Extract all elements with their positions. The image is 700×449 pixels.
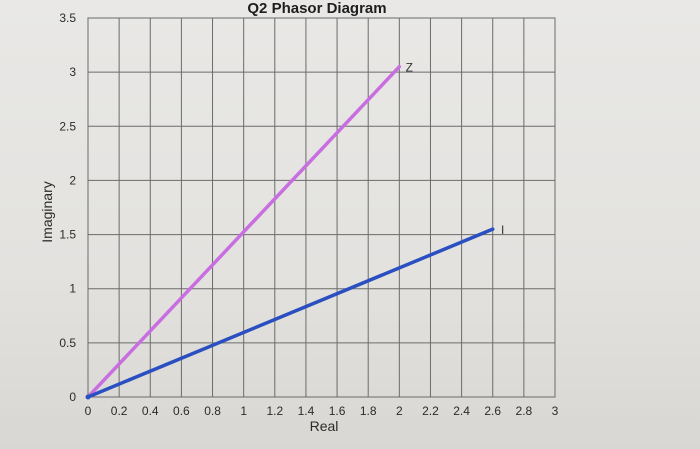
x-tick-label: 0.6 xyxy=(173,404,190,418)
x-tick-label: 0.8 xyxy=(204,404,221,418)
x-tick-label: 2.4 xyxy=(453,404,470,418)
y-tick-label: 1.5 xyxy=(59,228,76,242)
series-line-z xyxy=(86,64,402,399)
y-tick-label: 2 xyxy=(69,173,76,187)
y-tick-label: 3.5 xyxy=(59,11,76,25)
chart-title: Q2 Phasor Diagram xyxy=(247,0,386,17)
x-tick-label: 0.2 xyxy=(111,404,128,418)
y-tick-label: 0 xyxy=(69,390,76,404)
series-label-i: I xyxy=(501,223,504,237)
x-tick-label: 2.8 xyxy=(516,404,533,418)
y-tick-label: 3 xyxy=(69,65,76,79)
grid xyxy=(87,17,556,398)
x-tick-label: 1.2 xyxy=(266,404,283,418)
x-tick-label: 1.6 xyxy=(329,404,346,418)
series-label-z: Z xyxy=(406,61,413,75)
y-axis-title: Imaginary xyxy=(39,181,55,242)
x-tick-label: 2 xyxy=(396,404,403,418)
x-tick-label: 1.4 xyxy=(298,404,315,418)
x-tick-label: 0 xyxy=(85,404,92,418)
x-tick-label: 2.2 xyxy=(422,404,439,418)
series-line-i xyxy=(86,227,495,399)
x-tick-label: 1 xyxy=(240,404,247,418)
x-axis-title: Real xyxy=(310,418,339,434)
origin-point xyxy=(85,394,91,400)
y-tick-label: 2.5 xyxy=(59,119,76,133)
y-tick-label: 1 xyxy=(69,282,76,296)
x-tick-label: 3 xyxy=(552,404,559,418)
plot-frame xyxy=(87,17,556,398)
labels-layer: 0 0.2 0.4 0.6 0.8 1 1.2 1.4 1.6 1.8 2 2.2 2.4 2.6 2.8 3… xyxy=(59,11,558,418)
x-tick-label: 2.6 xyxy=(484,404,501,418)
y-tick-label: 0.5 xyxy=(59,336,76,350)
x-tick-label: 0.4 xyxy=(142,404,159,418)
x-tick-label: 1.8 xyxy=(360,404,377,418)
series-layer xyxy=(85,64,495,400)
